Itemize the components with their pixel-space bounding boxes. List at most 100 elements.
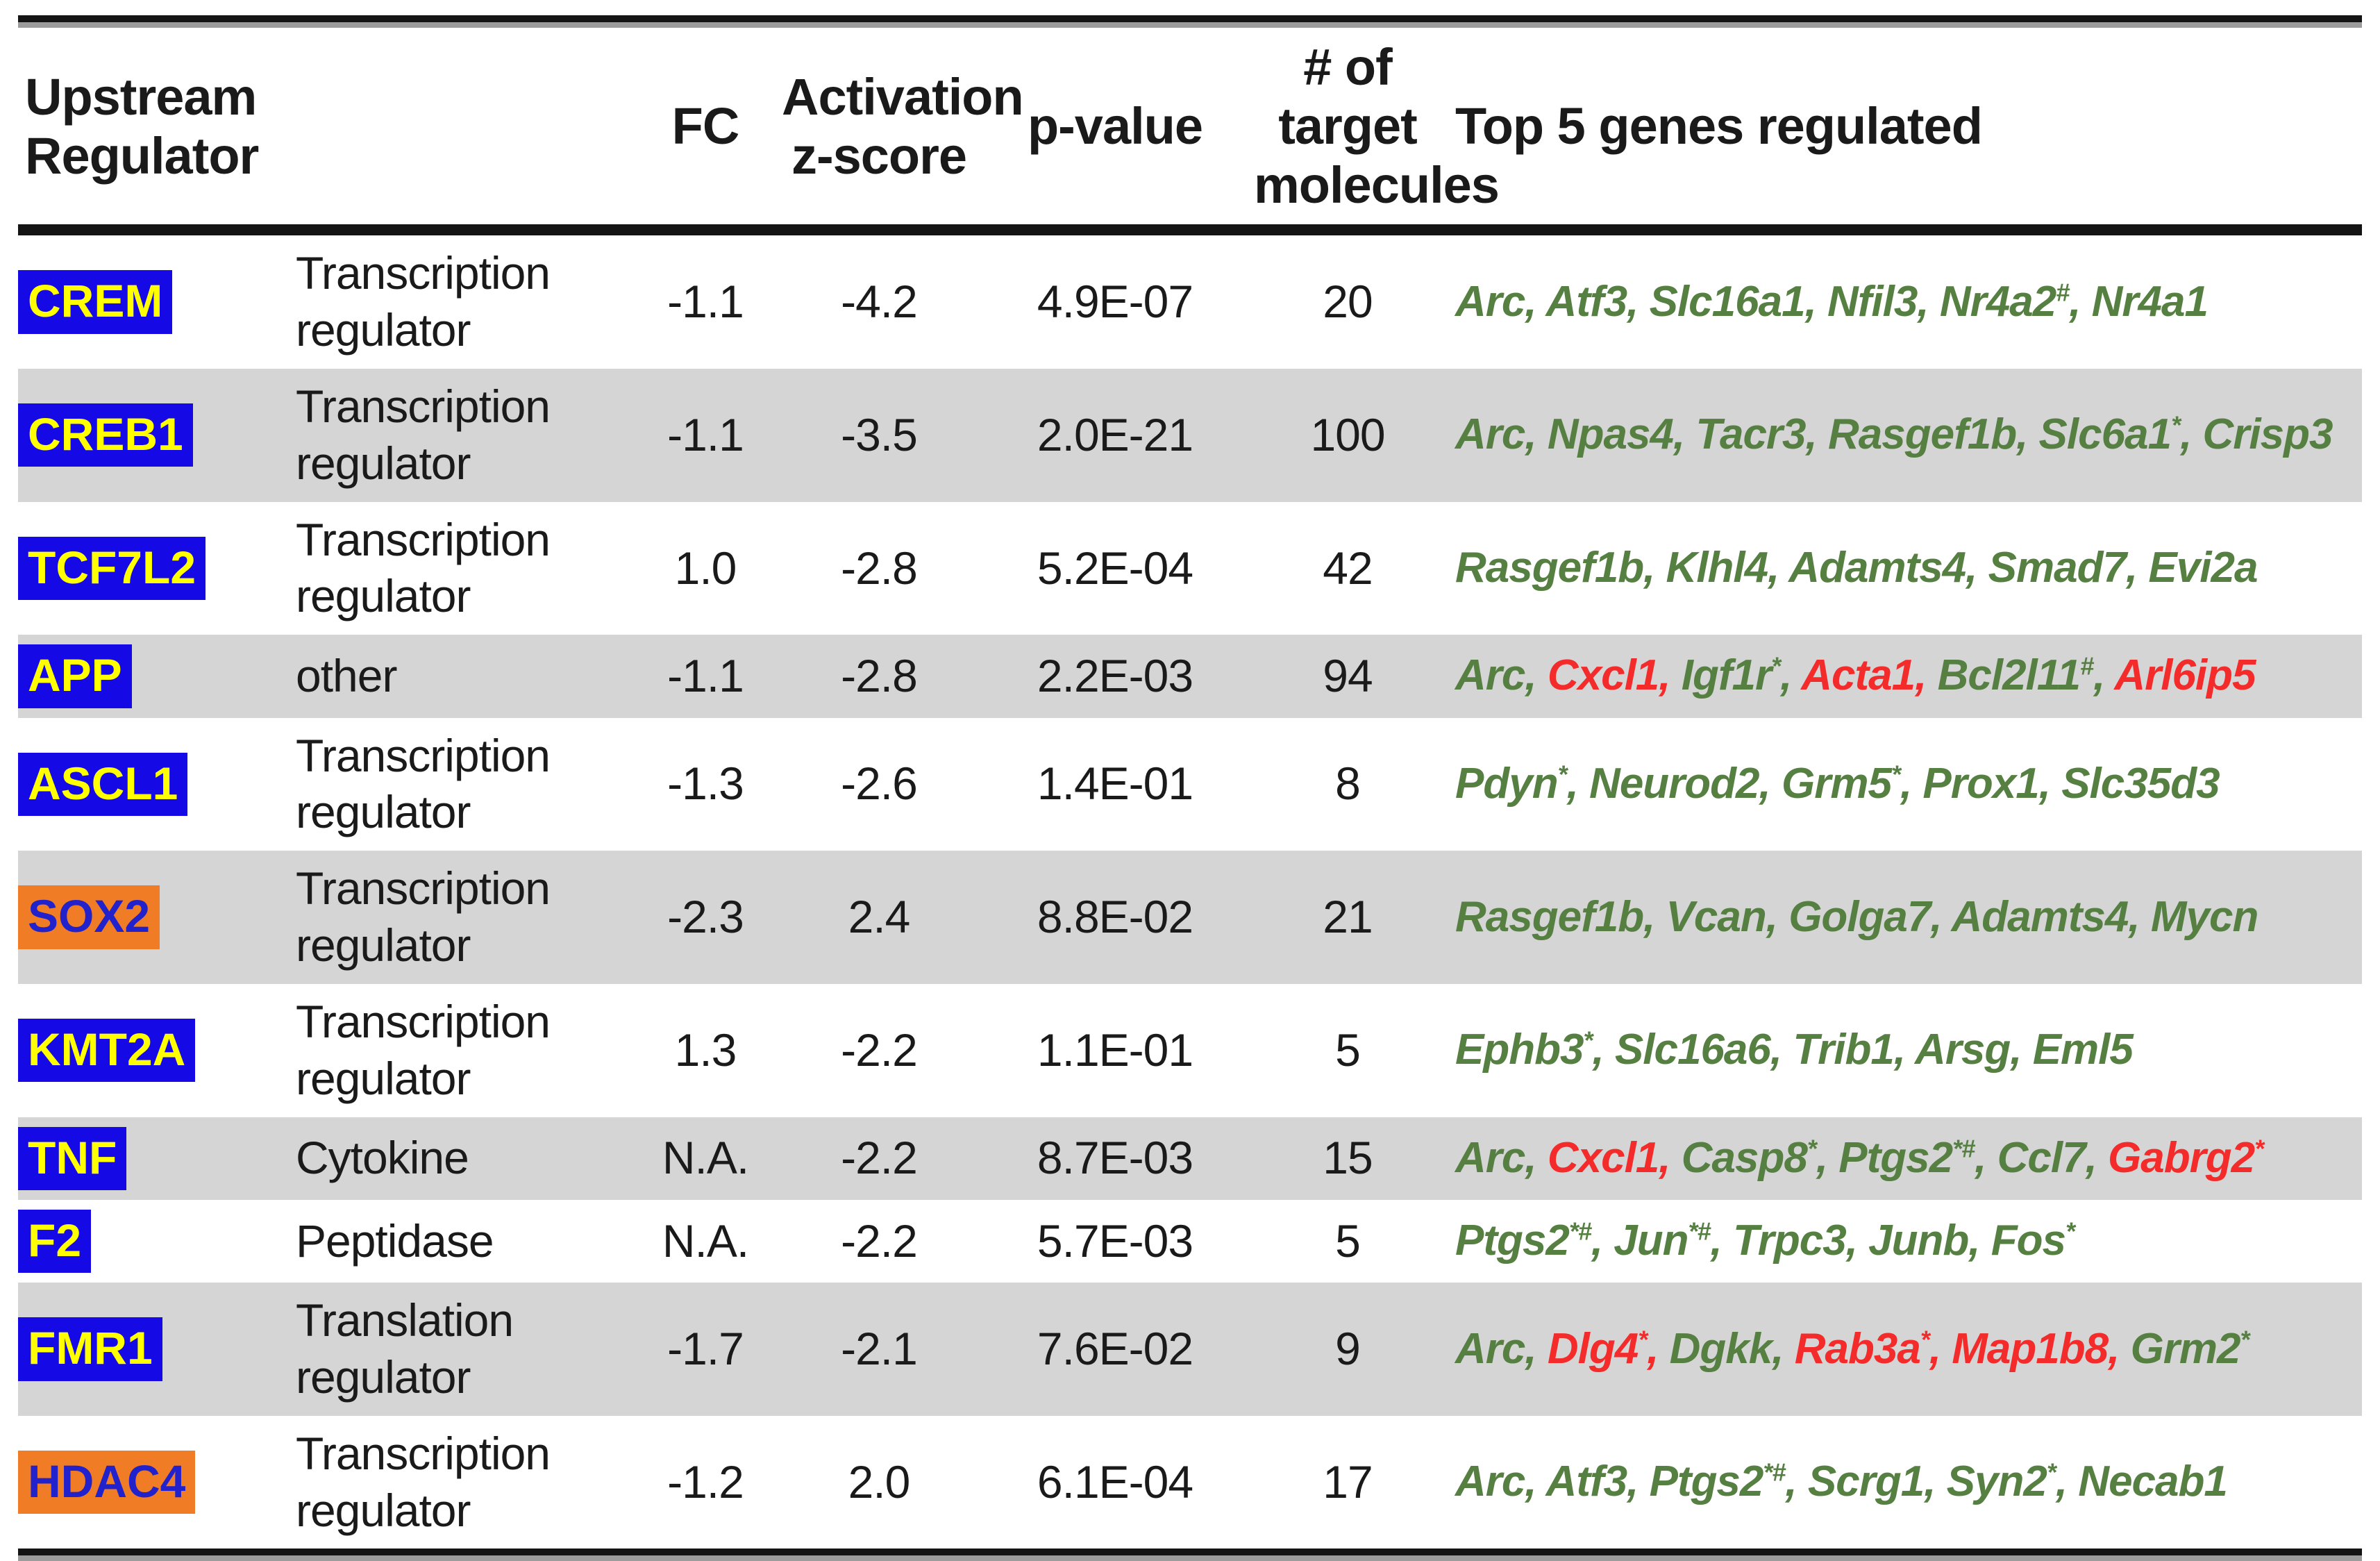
header-upstream-regulator: Upstream Regulator bbox=[18, 28, 636, 236]
gene-name: Trpc3, bbox=[1732, 1217, 1869, 1265]
gene-name: Syn2*, bbox=[1946, 1458, 2079, 1506]
genes-cell: Rasgef1b, Klhl4, Adamts4, Smad7, Evi2a bbox=[1448, 502, 2362, 635]
n-targets-cell: 15 bbox=[1247, 1117, 1448, 1200]
p-value-cell: 4.9E-07 bbox=[1037, 276, 1193, 328]
regulator-cell: FMR1 bbox=[18, 1283, 289, 1416]
regulator-type-cell: Transcription regulator bbox=[289, 368, 636, 502]
regulator-badge: TNF bbox=[18, 1126, 127, 1190]
gene-name: Slc16a6, bbox=[1614, 1026, 1793, 1074]
gene-name: Arl6ip5 bbox=[2114, 651, 2256, 700]
p-value-cell: 1.1E-01 bbox=[1037, 1024, 1193, 1076]
regulator-badge: ASCL1 bbox=[18, 752, 188, 817]
n-targets-cell: 9 bbox=[1247, 1283, 1448, 1416]
p-value-cell: 8.8E-02 bbox=[983, 851, 1247, 984]
fc-cell: N.A. bbox=[636, 1117, 775, 1200]
gene-name: Klhl4, bbox=[1666, 543, 1789, 592]
gene-name: Map1b8, bbox=[1952, 1324, 2131, 1373]
regulator-cell: CREM bbox=[18, 230, 289, 369]
gene-name: Slc6a1*, bbox=[2038, 410, 2203, 459]
gene-name: Vcan, bbox=[1666, 892, 1789, 941]
regulator-cell: TNF bbox=[18, 1117, 289, 1200]
genes-cell: Ptgs2*#, Jun*#, Trpc3, Junb, Fos* bbox=[1448, 1200, 2362, 1283]
fc-cell: -2.3 bbox=[636, 851, 775, 984]
gene-name: Ptgs2*#, bbox=[1838, 1133, 1997, 1182]
table-row: HDAC4 Transcription regulator -1.2 2.0 6.1E-… bbox=[18, 1416, 2362, 1549]
table-row: KMT2A Transcription regulator 1.3 -2.2 1.1E-… bbox=[18, 984, 2362, 1117]
gene-name: Grm5*, bbox=[1781, 759, 1923, 808]
gene-name: Atf3, bbox=[1545, 1458, 1650, 1506]
genes-cell: Arc, Dlg4*, Dgkk, Rab3a*, Map1b8, Grm2* bbox=[1448, 1283, 2362, 1416]
gene-name: Rasgef1b, bbox=[1455, 892, 1666, 941]
regulator-badge: CREB1 bbox=[18, 403, 193, 467]
regulator-badge: CREM bbox=[18, 270, 173, 334]
regulator-cell: HDAC4 bbox=[18, 1416, 289, 1549]
regulator-badge: F2 bbox=[18, 1209, 92, 1274]
gene-name: Smad7, bbox=[1988, 543, 2149, 592]
z-score-cell: 2.0 bbox=[848, 1455, 911, 1508]
regulator-type-cell: Transcription regulator bbox=[296, 513, 551, 622]
fc-cell: -1.7 bbox=[636, 1283, 775, 1416]
p-value-cell: 6.1E-04 bbox=[1037, 1455, 1193, 1508]
genes-cell: Arc, Cxcl1, Igf1r*, Acta1, Bcl2l11#, Arl… bbox=[1448, 635, 2362, 718]
fc-cell: -1.2 bbox=[667, 1455, 744, 1508]
fc-cell: N.A. bbox=[662, 1214, 749, 1267]
gene-name: Bcl2l11#, bbox=[1937, 651, 2115, 700]
gene-name: Ptgs2*#, bbox=[1455, 1217, 1614, 1265]
fc-cell: 1.0 bbox=[674, 542, 737, 594]
n-targets-cell: 8 bbox=[1335, 758, 1361, 810]
p-value-cell: 2.0E-21 bbox=[983, 368, 1247, 502]
n-targets-cell: 20 bbox=[1323, 276, 1373, 328]
gene-name: Neurod2, bbox=[1589, 759, 1782, 808]
gene-name: Gabrg2* bbox=[2108, 1133, 2264, 1182]
genes-cell: Rasgef1b, Vcan, Golga7, Adamts4, Mycn bbox=[1448, 851, 2362, 984]
regulator-type-cell: Transcription regulator bbox=[296, 729, 551, 838]
fc-cell: -1.1 bbox=[667, 276, 744, 328]
z-score-cell: -2.6 bbox=[841, 758, 918, 810]
gene-name: Evi2a bbox=[2148, 543, 2258, 592]
n-targets-cell: 42 bbox=[1323, 542, 1373, 594]
gene-name: Crisp3 bbox=[2202, 410, 2333, 459]
regulator-type-cell: Cytokine bbox=[289, 1117, 636, 1200]
gene-name: Nfil3, bbox=[1827, 277, 1940, 326]
header-upstream-regulator-label: Upstream Regulator bbox=[25, 67, 259, 185]
n-targets-cell: 94 bbox=[1247, 635, 1448, 718]
regulator-badge: KMT2A bbox=[18, 1019, 196, 1083]
gene-name: Mycn bbox=[2150, 892, 2259, 941]
gene-name: Golga7, bbox=[1788, 892, 1952, 941]
p-value-cell: 5.7E-03 bbox=[1037, 1214, 1193, 1267]
p-value-cell: 7.6E-02 bbox=[983, 1283, 1247, 1416]
header-row: Upstream Regulator FC Activation z-score… bbox=[18, 28, 2362, 236]
gene-name: Cxcl1, bbox=[1547, 651, 1682, 700]
gene-name: Scrg1, bbox=[1807, 1458, 1947, 1506]
regulator-badge: FMR1 bbox=[18, 1317, 162, 1381]
n-targets-cell: 17 bbox=[1323, 1455, 1373, 1508]
gene-name: Arsg, bbox=[1914, 1026, 2033, 1074]
gene-name: Pdyn*, bbox=[1455, 759, 1590, 808]
p-value-cell: 8.7E-03 bbox=[983, 1117, 1247, 1200]
gene-name: Dgkk, bbox=[1669, 1324, 1795, 1373]
regulator-type-cell: Transcription regulator bbox=[289, 851, 636, 984]
regulator-cell: CREB1 bbox=[18, 368, 289, 502]
n-targets-cell: 5 bbox=[1335, 1214, 1361, 1267]
regulator-cell: KMT2A bbox=[18, 984, 289, 1117]
gene-name: Atf3, bbox=[1545, 277, 1650, 326]
gene-name: Adamts4, bbox=[1951, 892, 2151, 941]
gene-name: Jun*#, bbox=[1614, 1217, 1733, 1265]
table-row: FMR1 Translation regulator -1.7 -2.1 7.6E-02… bbox=[18, 1283, 2362, 1416]
header-fc: FC bbox=[636, 28, 775, 236]
regulator-cell: APP bbox=[18, 635, 289, 718]
gene-name: Necab1 bbox=[2078, 1458, 2228, 1506]
table-row: CREB1 Transcription regulator -1.1 -3.5 2.0E… bbox=[18, 368, 2362, 502]
header-activation-z-score: Activation z-score bbox=[775, 28, 1024, 236]
gene-name: Rab3a*, bbox=[1794, 1324, 1952, 1373]
regulator-badge: HDAC4 bbox=[18, 1450, 196, 1514]
gene-name: Tacr3, bbox=[1695, 410, 1828, 459]
gene-name: Ptgs2*#, bbox=[1649, 1458, 1808, 1506]
regulator-cell: ASCL1 bbox=[18, 718, 289, 851]
p-value-cell: 1.4E-01 bbox=[1037, 758, 1193, 810]
gene-name: Arc, bbox=[1455, 277, 1546, 326]
z-score-cell: 2.4 bbox=[775, 851, 983, 984]
genes-cell: Arc, Atf3, Ptgs2*#, Scrg1, Syn2*, Necab1 bbox=[1448, 1416, 2362, 1549]
regulator-type-cell: Transcription regulator bbox=[296, 247, 551, 356]
gene-name: Ccl7, bbox=[1997, 1133, 2109, 1182]
